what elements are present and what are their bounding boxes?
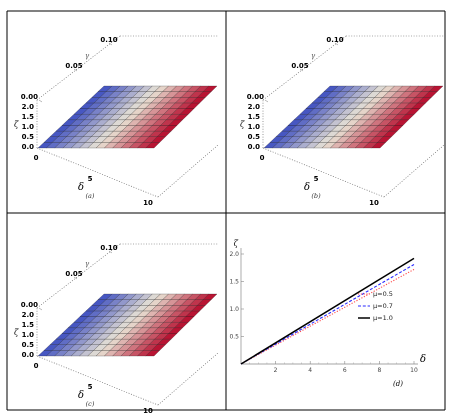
zeta-tick-label: 2.0 — [248, 103, 261, 111]
zeta-axis-label: ζ — [240, 120, 245, 129]
panel-c: 0.00 0.05 0.10 γ 0.0 0.5 1.0 1.5 2.0 ζ 0 5 10 δ(c) — [14, 243, 219, 415]
y-axis-label: ζ — [234, 239, 239, 248]
delta-axis-line — [262, 147, 385, 198]
gamma-tick-label: 0.00 — [247, 93, 264, 101]
delta-tick-label: 5 — [314, 175, 319, 183]
zeta-tick-label: 0.0 — [22, 351, 35, 359]
zeta-tick-label: 0.5 — [22, 133, 35, 141]
gamma-axis-label: γ — [85, 52, 90, 60]
gamma-tick-mark — [38, 307, 43, 311]
panel-d-axes: 2 4 6 8 10 0.5 1.0 1.5 2.0 ζ δ — [229, 239, 426, 374]
panel-caption: (a) — [86, 192, 95, 200]
gamma-tick-label: 0.05 — [65, 62, 82, 70]
gamma-tick-mark — [38, 99, 43, 103]
gamma-tick-mark — [334, 42, 339, 46]
delta-tick-label: 0 — [34, 362, 39, 370]
gamma-tick-label: 0.00 — [21, 93, 38, 101]
delta-tick-label: 0 — [34, 154, 39, 162]
y-tick-label: 1.5 — [229, 279, 239, 286]
panel-b: 0.00 0.05 0.10 γ 0.0 0.5 1.0 1.5 2.0 ζ 0 5 10 δ(b) — [240, 35, 445, 207]
delta-tick-label: 10 — [369, 199, 379, 207]
gamma-axis-line — [36, 243, 121, 309]
panel-caption: (b) — [311, 192, 321, 200]
gamma-tick-label: 0.05 — [65, 270, 82, 278]
x-tick-label: 6 — [343, 367, 347, 374]
x-tick-label: 8 — [377, 367, 381, 374]
gamma-tick-mark — [73, 276, 78, 280]
delta-tick-label: 10 — [143, 199, 153, 207]
delta-tick-label: 0 — [260, 154, 265, 162]
zeta-tick-label: 0.0 — [248, 143, 261, 151]
panel-d: 2 4 6 8 10 0.5 1.0 1.5 2.0 ζ δ μ=0.5 μ=0.7 μ=1.0 (d) — [229, 239, 426, 388]
legend-label: μ=1.0 — [373, 314, 393, 322]
zeta-tick-label: 1.5 — [248, 113, 261, 121]
back-edge-line — [157, 352, 219, 406]
delta-axis-label: δ — [78, 182, 84, 193]
x-tick-label: 4 — [308, 367, 312, 374]
gamma-tick-mark — [73, 68, 78, 72]
delta-axis-line — [36, 355, 159, 406]
y-tick-label: 1.0 — [229, 306, 239, 313]
zeta-axis-label: ζ — [14, 328, 19, 337]
zeta-tick-label: 1.5 — [22, 113, 35, 121]
gamma-tick-mark — [108, 42, 113, 46]
zeta-tick-label: 1.0 — [22, 331, 35, 339]
surface-patch — [202, 293, 218, 300]
gamma-tick-mark — [264, 99, 269, 103]
zeta-tick-label: 1.5 — [22, 321, 35, 329]
gamma-tick-mark — [299, 68, 304, 72]
gamma-tick-label: 0.10 — [100, 244, 117, 252]
zeta-axis-label: ζ — [14, 120, 19, 129]
zeta-tick-label: 0.5 — [22, 341, 35, 349]
delta-tick-label: 5 — [88, 383, 93, 391]
legend-label: μ=0.7 — [373, 302, 393, 310]
zeta-tick-label: 2.0 — [22, 103, 35, 111]
zeta-tick-label: 2.0 — [22, 311, 35, 319]
zeta-tick-label: 0.5 — [248, 133, 261, 141]
panel-a: 0.00 0.05 0.10 γ 0.0 0.5 1.0 1.5 2.0 ζ 0 5 10 δ(a) — [14, 35, 219, 207]
y-tick-label: 2.0 — [229, 251, 239, 258]
gamma-tick-label: 0.10 — [100, 36, 117, 44]
delta-tick-label: 5 — [88, 175, 93, 183]
zeta-tick-label: 1.0 — [22, 123, 35, 131]
legend-label: μ=0.5 — [373, 290, 393, 298]
back-edge-line — [383, 144, 445, 198]
surface-patch — [428, 85, 444, 92]
series-line-3 — [240, 257, 415, 365]
gamma-axis-label: γ — [85, 260, 90, 268]
back-edge-line — [157, 144, 219, 198]
panel-caption: (c) — [86, 400, 95, 408]
gamma-axis-label: γ — [311, 52, 316, 60]
gamma-tick-label: 0.00 — [21, 301, 38, 309]
delta-tick-label: 10 — [143, 407, 153, 415]
gamma-tick-mark — [108, 250, 113, 254]
x-axis-label: δ — [420, 354, 426, 365]
zeta-tick-label: 1.0 — [248, 123, 261, 131]
delta-axis-label: δ — [78, 390, 84, 401]
x-tick-label: 10 — [410, 367, 418, 374]
panel-d-series — [240, 257, 415, 365]
gamma-tick-label: 0.05 — [291, 62, 308, 70]
gamma-tick-label: 0.10 — [326, 36, 343, 44]
panel-d-legend: μ=0.5 μ=0.7 μ=1.0 — [358, 290, 393, 322]
gamma-axis-line — [262, 35, 347, 101]
panel-d-caption: (d) — [393, 380, 403, 388]
gamma-axis-line — [36, 35, 121, 101]
delta-axis-label: δ — [304, 182, 310, 193]
zeta-tick-label: 0.0 — [22, 143, 35, 151]
x-tick-label: 2 — [274, 367, 278, 374]
delta-axis-line — [36, 147, 159, 198]
y-tick-label: 0.5 — [229, 334, 239, 341]
surface-patch — [202, 85, 218, 92]
series-line-1 — [240, 268, 415, 365]
